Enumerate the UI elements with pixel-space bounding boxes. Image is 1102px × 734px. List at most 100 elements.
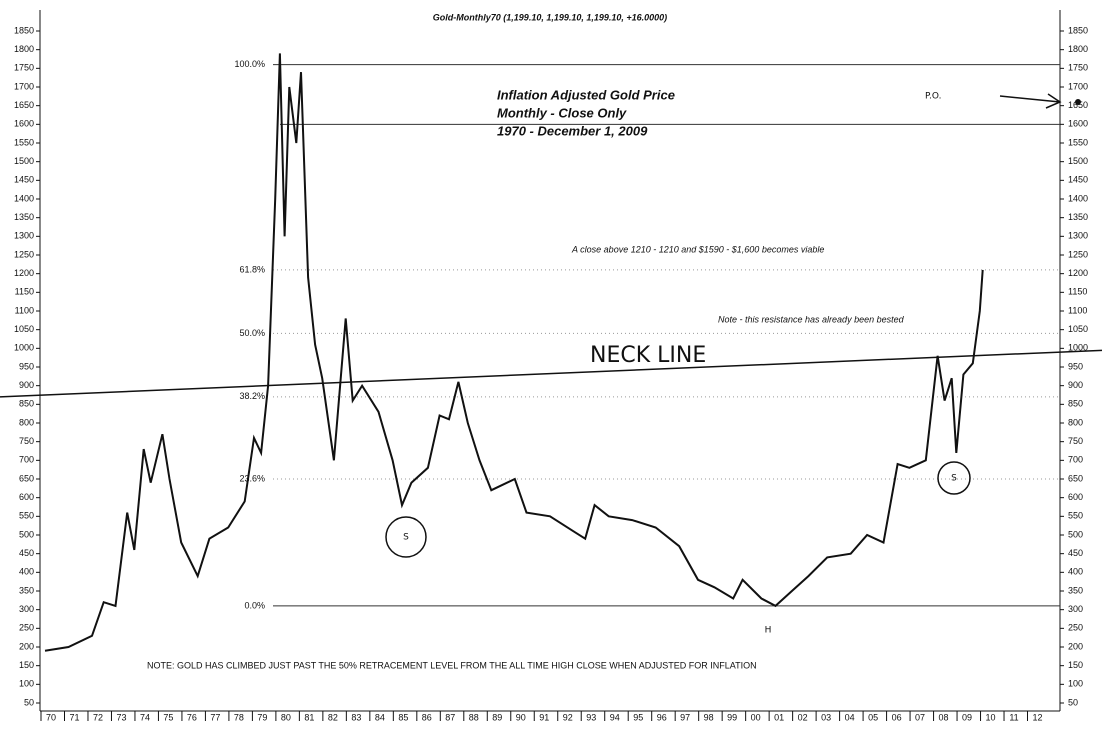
y2-tick-label: 1100 <box>1068 305 1087 315</box>
y2-tick-label: 700 <box>1068 455 1083 465</box>
y2-tick-label: 150 <box>1068 660 1083 670</box>
y2-tick-label: 1050 <box>1068 324 1088 334</box>
x-tick-label: 07 <box>915 712 925 722</box>
handwritten-label: S <box>403 533 409 543</box>
y-tick-label: 200 <box>19 641 34 651</box>
y-tick-label: 850 <box>19 399 34 409</box>
x-tick-label: 00 <box>751 712 761 722</box>
y-tick-label: 100 <box>19 679 34 689</box>
x-tick-label: 02 <box>798 712 808 722</box>
y2-tick-label: 1000 <box>1068 343 1088 353</box>
y-tick-label: 1200 <box>14 268 34 278</box>
y2-tick-label: 900 <box>1068 380 1083 390</box>
y2-tick-label: 1800 <box>1068 44 1088 54</box>
x-tick-label: 86 <box>422 712 432 722</box>
x-tick-label: 96 <box>657 712 667 722</box>
handwritten-label: S <box>951 474 957 484</box>
x-tick-label: 99 <box>727 712 737 722</box>
x-tick-label: 76 <box>187 712 197 722</box>
level-label: 100.0% <box>234 59 265 69</box>
x-tick-label: 88 <box>469 712 479 722</box>
y2-tick-label: 1600 <box>1068 119 1088 129</box>
y-tick-label: 1750 <box>14 63 34 73</box>
x-tick-label: 78 <box>234 712 244 722</box>
y2-tick-label: 650 <box>1068 473 1083 483</box>
x-tick-label: 10 <box>986 712 996 722</box>
x-tick-label: 83 <box>351 712 361 722</box>
y-tick-label: 1400 <box>14 193 34 203</box>
y-tick-label: 300 <box>19 604 34 614</box>
x-tick-label: 06 <box>892 712 902 722</box>
handwritten-label: H <box>765 626 772 636</box>
x-tick-label: 11 <box>1009 712 1018 722</box>
y2-tick-label: 550 <box>1068 511 1083 521</box>
y2-tick-label: 1850 <box>1068 25 1088 35</box>
x-tick-label: 03 <box>821 712 831 722</box>
y-tick-label: 800 <box>19 417 34 427</box>
y2-tick-label: 600 <box>1068 492 1083 502</box>
arrow <box>999 93 1062 109</box>
y2-tick-label: 50 <box>1068 697 1078 707</box>
y-tick-label: 900 <box>19 380 34 390</box>
annotation: Note - this resistance has already been … <box>718 314 905 324</box>
price-line <box>44 53 984 652</box>
x-tick-label: 82 <box>328 712 338 722</box>
y-tick-label: 50 <box>24 697 34 707</box>
y-tick-label: 500 <box>19 529 34 539</box>
y2-tick-label: 1150 <box>1068 287 1087 297</box>
level-label: 0.0% <box>244 600 265 610</box>
y-tick-label: 400 <box>19 567 34 577</box>
y-tick-label: 1150 <box>15 287 34 297</box>
annotation: NOTE: GOLD HAS CLIMBED JUST PAST THE 50%… <box>147 660 757 670</box>
level-label: 50.0% <box>239 328 265 338</box>
y-tick-label: 750 <box>19 436 34 446</box>
x-tick-label: 72 <box>93 712 103 722</box>
dot <box>1075 99 1081 105</box>
y2-tick-label: 100 <box>1068 679 1083 689</box>
y-tick-label: 150 <box>19 660 34 670</box>
y2-tick-label: 1650 <box>1068 100 1088 110</box>
y2-tick-label: 1500 <box>1068 156 1088 166</box>
y2-tick-label: 450 <box>1068 548 1083 558</box>
x-tick-label: 79 <box>257 712 267 722</box>
x-tick-label: 12 <box>1033 712 1043 722</box>
x-tick-label: 77 <box>210 712 220 722</box>
y-tick-label: 1000 <box>14 343 34 353</box>
y2-tick-label: 400 <box>1068 567 1083 577</box>
x-tick-label: 04 <box>845 712 855 722</box>
y-tick-label: 1650 <box>14 100 34 110</box>
y2-tick-label: 750 <box>1068 436 1083 446</box>
y2-tick-label: 250 <box>1068 623 1083 633</box>
y2-tick-label: 850 <box>1068 399 1083 409</box>
x-tick-label: 74 <box>140 712 150 722</box>
handwritten-label: P.O. <box>925 92 941 102</box>
x-tick-label: 09 <box>962 712 972 722</box>
y2-tick-label: 1400 <box>1068 193 1088 203</box>
y-tick-label: 1700 <box>14 81 34 91</box>
y2-tick-label: 1700 <box>1068 81 1088 91</box>
y2-tick-label: 500 <box>1068 529 1083 539</box>
y-tick-label: 1300 <box>14 231 34 241</box>
y-tick-label: 1550 <box>14 137 34 147</box>
y2-tick-label: 800 <box>1068 417 1083 427</box>
y-tick-label: 1600 <box>14 119 34 129</box>
neckline <box>0 349 1102 398</box>
y-tick-label: 1100 <box>15 305 34 315</box>
y2-tick-label: 1750 <box>1068 63 1088 73</box>
y-tick-label: 1450 <box>14 175 34 185</box>
x-tick-label: 89 <box>492 712 502 722</box>
y-tick-label: 1250 <box>14 249 34 259</box>
y-tick-label: 1050 <box>14 324 34 334</box>
header: Gold-Monthly70 (1,199.10, 1,199.10, 1,19… <box>433 12 667 22</box>
x-tick-label: 84 <box>375 712 385 722</box>
y-tick-label: 250 <box>19 623 34 633</box>
y-tick-label: 1350 <box>14 212 34 222</box>
y-tick-label: 450 <box>19 548 34 558</box>
level-label: 38.2% <box>239 391 265 401</box>
x-tick-label: 73 <box>116 712 126 722</box>
title: 1970 - December 1, 2009 <box>497 123 648 138</box>
y2-tick-label: 1550 <box>1068 137 1088 147</box>
x-tick-label: 95 <box>633 712 643 722</box>
y2-tick-label: 950 <box>1068 361 1083 371</box>
